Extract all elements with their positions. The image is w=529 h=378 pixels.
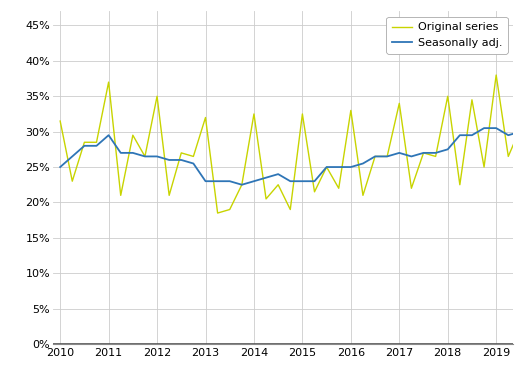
Original series xyxy=(251,112,257,116)
Seasonally adj. xyxy=(469,133,475,138)
Original series xyxy=(432,154,439,159)
Seasonally adj. xyxy=(457,133,463,138)
Original series xyxy=(202,115,208,120)
Original series xyxy=(275,183,281,187)
Original series xyxy=(287,207,294,212)
Original series xyxy=(117,193,124,198)
Original series xyxy=(505,154,512,159)
Original series xyxy=(323,165,330,169)
Original series xyxy=(57,119,63,123)
Original series xyxy=(93,140,99,144)
Seasonally adj. xyxy=(117,150,124,155)
Seasonally adj. xyxy=(214,179,221,183)
Seasonally adj. xyxy=(202,179,208,183)
Seasonally adj. xyxy=(226,179,233,183)
Original series xyxy=(312,189,318,194)
Seasonally adj. xyxy=(493,126,499,130)
Seasonally adj. xyxy=(323,165,330,169)
Seasonally adj. xyxy=(93,144,99,148)
Seasonally adj. xyxy=(372,154,378,159)
Original series xyxy=(190,154,197,159)
Original series xyxy=(214,211,221,215)
Seasonally adj. xyxy=(154,154,160,159)
Original series xyxy=(154,94,160,99)
Original series xyxy=(493,73,499,77)
Line: Seasonally adj.: Seasonally adj. xyxy=(60,121,529,185)
Seasonally adj. xyxy=(178,158,185,162)
Seasonally adj. xyxy=(190,161,197,166)
Seasonally adj. xyxy=(287,179,294,183)
Seasonally adj. xyxy=(239,183,245,187)
Original series xyxy=(444,94,451,99)
Original series xyxy=(481,165,487,169)
Original series xyxy=(469,98,475,102)
Seasonally adj. xyxy=(421,150,427,155)
Original series xyxy=(408,186,415,191)
Original series xyxy=(360,193,366,198)
Original series xyxy=(81,140,88,144)
Original series xyxy=(263,197,269,201)
Seasonally adj. xyxy=(57,165,63,169)
Seasonally adj. xyxy=(360,161,366,166)
Seasonally adj. xyxy=(142,154,148,159)
Seasonally adj. xyxy=(517,129,524,134)
Seasonally adj. xyxy=(384,154,390,159)
Seasonally adj. xyxy=(432,150,439,155)
Original series xyxy=(105,80,112,84)
Seasonally adj. xyxy=(275,172,281,177)
Seasonally adj. xyxy=(166,158,172,162)
Original series xyxy=(299,112,306,116)
Seasonally adj. xyxy=(335,165,342,169)
Seasonally adj. xyxy=(396,150,403,155)
Seasonally adj. xyxy=(408,154,415,159)
Seasonally adj. xyxy=(130,150,136,155)
Seasonally adj. xyxy=(444,147,451,152)
Seasonally adj. xyxy=(505,133,512,138)
Seasonally adj. xyxy=(481,126,487,130)
Original series xyxy=(421,150,427,155)
Original series xyxy=(226,207,233,212)
Original series xyxy=(348,108,354,113)
Original series xyxy=(239,183,245,187)
Seasonally adj. xyxy=(263,175,269,180)
Line: Original series: Original series xyxy=(60,75,529,213)
Seasonally adj. xyxy=(299,179,306,183)
Original series xyxy=(335,186,342,191)
Seasonally adj. xyxy=(348,165,354,169)
Original series xyxy=(384,154,390,159)
Original series xyxy=(457,183,463,187)
Original series xyxy=(178,150,185,155)
Original series xyxy=(396,101,403,105)
Seasonally adj. xyxy=(105,133,112,138)
Seasonally adj. xyxy=(312,179,318,183)
Legend: Original series, Seasonally adj.: Original series, Seasonally adj. xyxy=(386,17,507,54)
Original series xyxy=(130,133,136,138)
Original series xyxy=(372,154,378,159)
Seasonally adj. xyxy=(251,179,257,183)
Seasonally adj. xyxy=(69,154,76,159)
Original series xyxy=(517,126,524,130)
Original series xyxy=(69,179,76,183)
Original series xyxy=(166,193,172,198)
Seasonally adj. xyxy=(81,144,88,148)
Original series xyxy=(142,154,148,159)
